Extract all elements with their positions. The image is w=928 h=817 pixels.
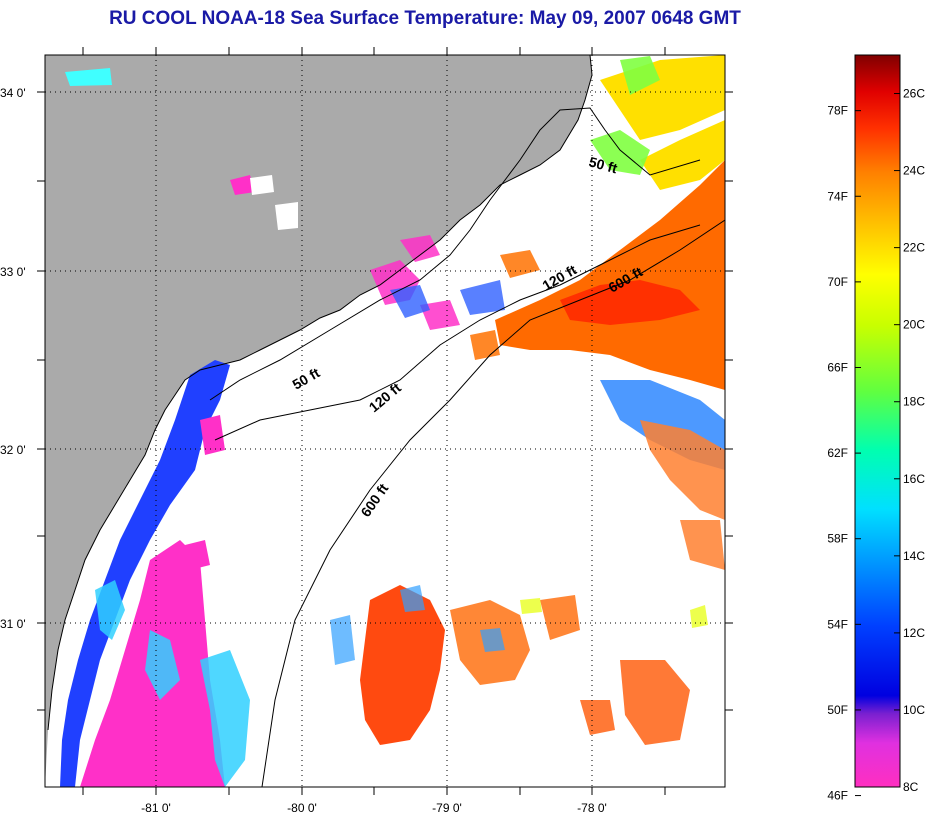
sst-map	[45, 55, 725, 787]
sst-coastal-cyan	[95, 580, 250, 787]
colorbar-label-f: 78F	[827, 104, 848, 118]
sst-south-patch	[360, 585, 445, 745]
land-mass	[45, 55, 592, 787]
colorbar-label-c: 24C	[903, 164, 925, 178]
lat-label-34: 34 0'	[0, 86, 26, 100]
sst-gulf-stream-red	[560, 280, 700, 325]
sst-ne-mixed-2	[640, 420, 725, 570]
colorbar-label-c: 8C	[903, 780, 919, 794]
lon-label-80: -80 0'	[287, 801, 317, 815]
lon-label-78: -78 0'	[577, 801, 607, 815]
lat-label-33: 33 0'	[0, 265, 26, 279]
colorbar-label-f: 62F	[827, 446, 848, 460]
colorbar-label-c: 22C	[903, 241, 925, 255]
colorbar-label-c: 18C	[903, 395, 925, 409]
sst-south-patch-blue	[330, 585, 505, 665]
map-frame	[44, 54, 726, 788]
sst-colorbar: 78F 74F 70F 66F 62F 58F 54F 50F 46F 26C 24C 22C 20C…	[827, 54, 925, 803]
colorbar-label-f: 58F	[827, 532, 848, 546]
lon-label-79: -79 0'	[432, 801, 462, 815]
map-gridlines	[45, 55, 725, 787]
colorbar-label-c: 16C	[903, 472, 925, 486]
sst-south-patch-yellow	[520, 598, 708, 628]
sst-mid-patch-blue	[390, 280, 505, 318]
colorbar-label-c: 26C	[903, 87, 925, 101]
colorbar-label-f: 70F	[827, 275, 848, 289]
colorbar-label-f: 54F	[827, 617, 848, 631]
depth-contour-120ft	[214, 224, 701, 441]
colorbar-label-c: 12C	[903, 626, 925, 640]
sst-coastal-magenta-2	[185, 415, 225, 570]
colorbar-label-f: 74F	[827, 189, 848, 203]
map-title: RU COOL NOAA-18 Sea Surface Temperature:…	[109, 8, 741, 29]
colorbar-gradient	[854, 54, 901, 788]
sst-coastal-cold	[60, 360, 230, 787]
depth-contour-50ft	[209, 107, 701, 401]
map-ticks	[37, 47, 733, 795]
lat-label-32: 32 0'	[0, 443, 26, 457]
colorbar-label-c: 20C	[903, 318, 925, 332]
sst-south-patch-3	[580, 660, 690, 745]
sst-inland-patch-2	[65, 68, 112, 86]
contour-label-50ft-north: 50 ft	[587, 153, 619, 176]
sst-gulf-stream	[495, 160, 725, 390]
colorbar-label-f: 66F	[827, 360, 848, 374]
lon-label-81: -81 0'	[141, 801, 171, 815]
sst-south-patch-2	[450, 595, 580, 685]
colorbar-label-c: 14C	[903, 549, 925, 563]
sst-gulf-stream-green	[590, 56, 660, 175]
colorbar-label-f: 46F	[827, 789, 848, 803]
colorbar-label-c: 10C	[903, 703, 925, 717]
sst-mid-patch-orange	[470, 250, 540, 360]
depth-contour-600ft	[261, 219, 725, 787]
coastline	[47, 55, 593, 731]
sst-inland-white	[250, 175, 298, 230]
sst-inland-patch	[230, 175, 255, 195]
lat-label-31: 31 0'	[0, 617, 26, 631]
colorbar-label-f: 50F	[827, 703, 848, 717]
